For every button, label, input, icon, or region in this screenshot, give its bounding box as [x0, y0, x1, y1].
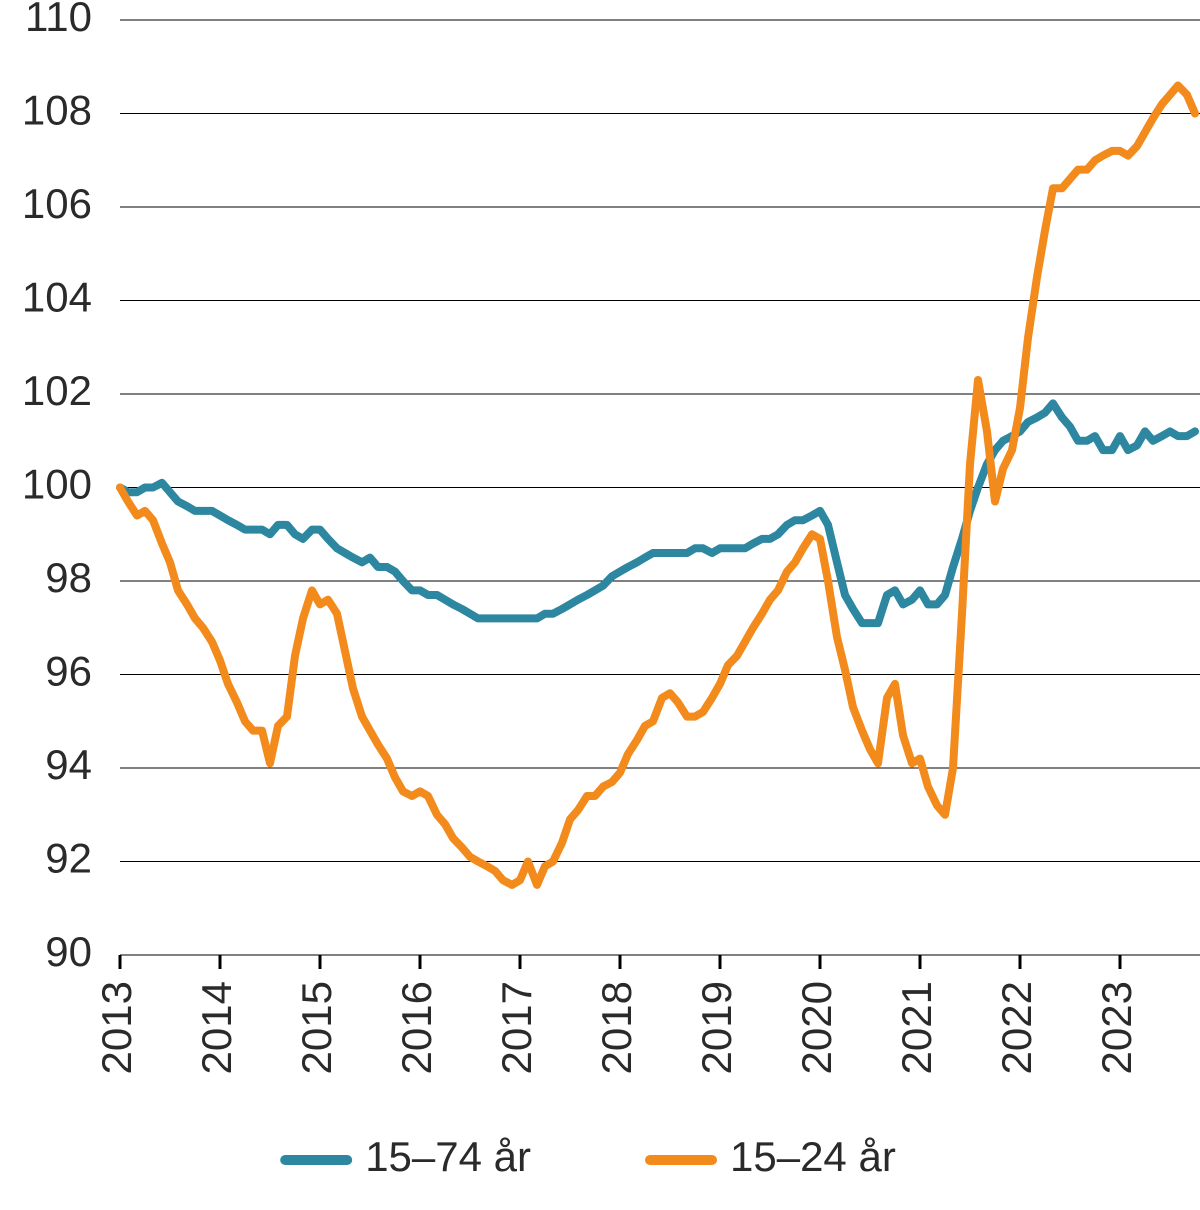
y-tick-label: 94: [45, 741, 92, 788]
y-tick-label: 102: [22, 367, 92, 414]
y-tick-label: 98: [45, 554, 92, 601]
y-tick-label: 100: [22, 461, 92, 508]
y-tick-label: 104: [22, 274, 92, 321]
x-tick-label: 2018: [593, 981, 640, 1074]
x-tick-label: 2016: [393, 981, 440, 1074]
x-tick-label: 2020: [793, 981, 840, 1074]
x-tick-label: 2014: [193, 981, 240, 1074]
y-tick-label: 90: [45, 928, 92, 975]
legend-label: 15–24 år: [730, 1133, 896, 1180]
legend-label: 15–74 år: [365, 1133, 531, 1180]
x-tick-label: 2015: [293, 981, 340, 1074]
y-tick-label: 110: [25, 0, 92, 40]
x-tick-label: 2019: [693, 981, 740, 1074]
x-tick-label: 2023: [1093, 981, 1140, 1074]
x-tick-label: 2013: [93, 981, 140, 1074]
y-tick-label: 108: [22, 87, 92, 134]
y-tick-label: 106: [22, 180, 92, 227]
y-tick-label: 96: [45, 648, 92, 695]
line-chart: 90 92 94 96 98 100 102 104 106 108 110 2013 2014 2015…: [0, 0, 1200, 1210]
x-tick-label: 2021: [893, 981, 940, 1074]
x-tick-label: 2022: [993, 981, 1040, 1074]
x-tick-label: 2017: [493, 981, 540, 1074]
y-tick-label: 92: [45, 835, 92, 882]
